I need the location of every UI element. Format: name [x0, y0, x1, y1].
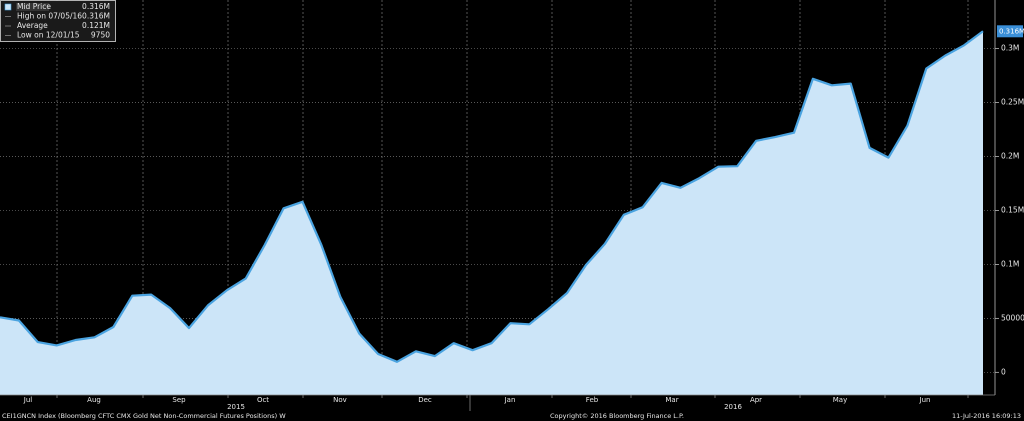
x-tick-label: Feb	[586, 396, 599, 404]
x-tick-label: Nov	[333, 396, 347, 404]
area-fill	[0, 31, 983, 396]
footer-center: Copyright© 2016 Bloomberg Finance L.P.	[550, 412, 684, 420]
y-tick-label: 0.1M	[1001, 259, 1019, 268]
x-tick-label: Aug	[87, 396, 101, 404]
y-tick-label: 0.15M	[1001, 205, 1024, 214]
y-tick-label: 0	[1001, 367, 1006, 376]
last-price-tag	[997, 25, 1023, 38]
y-tick-label: 50000	[1001, 313, 1024, 322]
legend-label: Average	[17, 21, 48, 30]
year-label: 2015	[227, 403, 245, 411]
footer-right: 11-Jul-2016 16:09:13	[952, 412, 1021, 420]
last-price-label: 0.316M	[999, 27, 1024, 35]
legend-highlight	[16, 3, 49, 11]
x-tick-label: Oct	[257, 396, 269, 404]
legend-value: 9750	[91, 31, 110, 40]
x-tick-label: Jan	[504, 396, 516, 404]
x-tick-label: Jul	[23, 396, 33, 404]
legend-swatch	[4, 3, 12, 11]
x-tick-label: May	[833, 396, 847, 404]
y-tick-label: 0.3M	[1001, 44, 1019, 53]
legend-label: High on 07/05/16	[17, 12, 82, 21]
y-tick-label: 0.25M	[1001, 98, 1024, 107]
x-tick-label: Mar	[665, 396, 678, 404]
legend-value: 0.121M	[82, 21, 110, 30]
x-tick-label: Apr	[750, 396, 762, 404]
footer-left: CEI1GNCN Index (Bloomberg CFTC CMX Gold …	[2, 412, 286, 420]
x-tick-label: Jun	[919, 396, 931, 404]
price-line	[0, 30, 984, 363]
y-tick-label: 0.2M	[1001, 151, 1019, 160]
plot-area	[0, 0, 995, 396]
legend-label: Low on 12/01/15	[17, 31, 80, 40]
year-label: 2016	[724, 403, 742, 411]
legend-value: 0.316M	[82, 12, 110, 21]
legend-label: Mid Price	[17, 2, 51, 11]
legend-value: 0.316M	[82, 2, 110, 11]
x-tick-label: Sep	[172, 396, 186, 404]
x-tick-label: Dec	[418, 396, 432, 404]
